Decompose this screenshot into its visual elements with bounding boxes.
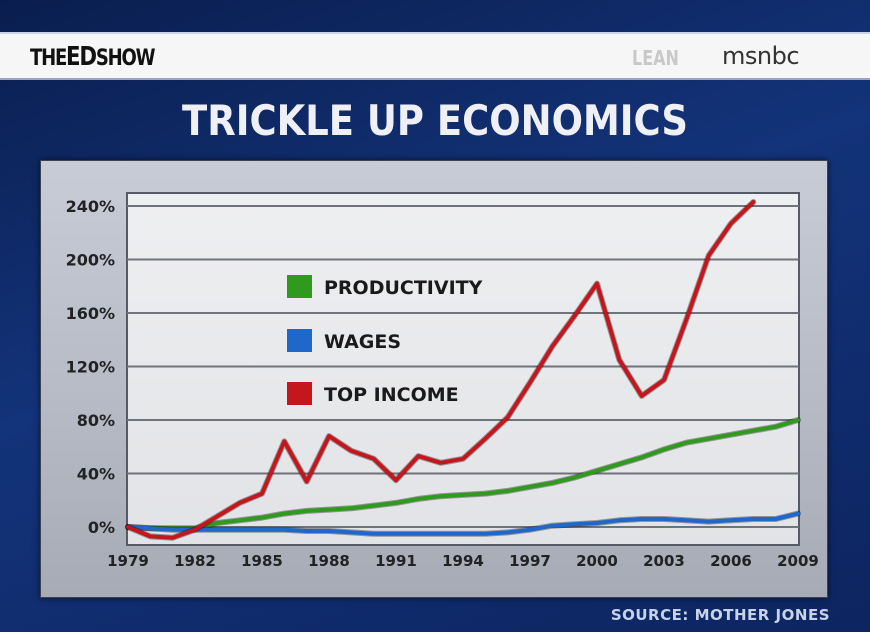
legend-label: WAGES: [324, 331, 401, 353]
x-tick-label: 1982: [174, 552, 216, 570]
y-tick-label: 160%: [66, 304, 115, 323]
series-line-productivity: [126, 418, 800, 531]
legend-swatch-wages: [287, 329, 312, 352]
y-tick-label: 80%: [77, 411, 115, 430]
legend-label: TOP INCOME: [324, 384, 459, 406]
show-logo-prefix: THE: [30, 46, 67, 71]
x-tick-label: 1979: [107, 552, 149, 570]
legend-swatch-top-income: [287, 382, 312, 405]
x-tick-label: 1985: [241, 552, 283, 570]
chart-title: TRICKLE UP ECONOMICS: [182, 96, 688, 145]
y-tick-label: 120%: [66, 358, 115, 377]
broadcast-banner: THEEDSHOW LEAN msnbc: [0, 32, 870, 80]
show-logo-ed: ED: [66, 42, 97, 72]
network-logo: msnbc: [722, 42, 800, 70]
x-tick-label: 2009: [777, 552, 819, 570]
y-tick-label: 200%: [66, 251, 115, 270]
plot-area-fill: [128, 194, 798, 544]
x-tick-label: 1991: [375, 552, 417, 570]
series-line-wages: [126, 511, 800, 536]
source-credit: SOURCE: MOTHER JONES: [610, 606, 830, 624]
x-tick-label: 1997: [509, 552, 551, 570]
y-tick-label: 0%: [88, 518, 115, 537]
series-line-top-income: [126, 200, 756, 540]
x-tick-label: 1988: [308, 552, 350, 570]
y-tick-label: 240%: [66, 197, 115, 216]
x-tick-label: 1994: [442, 552, 484, 570]
x-tick-label: 2006: [710, 552, 752, 570]
x-tick-label: 2000: [576, 552, 618, 570]
network-tagline: LEAN: [632, 46, 679, 70]
y-tick-label: 40%: [77, 465, 115, 484]
show-logo-suffix: SHOW: [95, 46, 156, 71]
show-logo: THEEDSHOW: [30, 42, 156, 72]
x-tick-label: 2003: [643, 552, 685, 570]
legend-swatch-productivity: [287, 275, 312, 298]
legend-label: PRODUCTIVITY: [324, 277, 483, 299]
